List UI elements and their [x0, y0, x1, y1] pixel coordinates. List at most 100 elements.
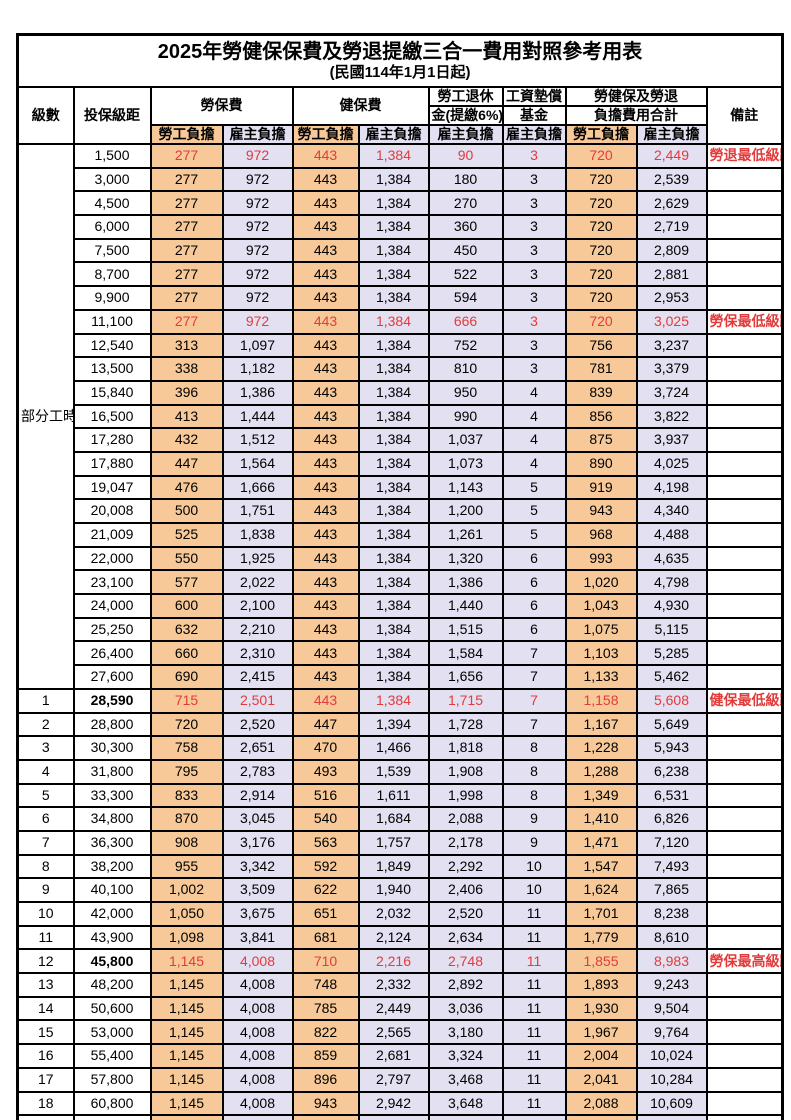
cell-value: 1,288 — [564, 758, 638, 785]
cell-value: 968 — [564, 522, 638, 548]
cell-value: 7,865 — [635, 877, 708, 903]
cell-value: 2,539 — [635, 166, 708, 193]
cell-value: 3,822 — [635, 403, 708, 430]
cell-value: 592 — [291, 853, 360, 880]
cell-value: 781 — [564, 356, 638, 382]
cell-value: 3,828 — [427, 1114, 504, 1120]
cell-value: 1,701 — [564, 901, 638, 927]
cell-note — [705, 711, 784, 738]
cell-value: 3,379 — [635, 356, 708, 382]
table-row: 17,880 447 1,564 443 1,384 1,073 4 890 4,025 — [18, 450, 784, 477]
cell-value: 1,143 — [427, 474, 504, 501]
cell-value: 8 — [501, 735, 567, 761]
cell-value: 5,462 — [635, 664, 708, 690]
cell-note — [705, 1066, 784, 1093]
cell-value: 2,088 — [564, 1090, 638, 1117]
table-row: 9 40,100 1,002 3,509 622 1,940 2,406 10 1,624 7,8… — [16, 877, 784, 903]
cell-value: 3,509 — [221, 877, 294, 903]
cell-note — [705, 853, 784, 880]
cell-note — [705, 593, 784, 619]
col-header-pension-line1: 勞工退休 — [427, 86, 504, 107]
cell-value: 1,073 — [427, 450, 504, 477]
table-row: 8,700 277 972 443 1,384 522 3 720 2,881 — [18, 261, 784, 288]
cell-value: 443 — [291, 356, 360, 382]
cell-value: 758 — [149, 735, 224, 761]
cell-value: 1,930 — [564, 995, 638, 1022]
cell-insured-bracket: 4,500 — [72, 190, 152, 217]
cell-value: 1,145 — [149, 972, 224, 998]
cell-value: 1,384 — [357, 687, 430, 714]
cell-insured-bracket: 28,590 — [72, 687, 152, 714]
cell-value: 1,384 — [357, 261, 430, 288]
cell-value: 856 — [564, 403, 638, 430]
cell-value: 1,838 — [221, 522, 294, 548]
cell-value: 413 — [149, 403, 224, 430]
cell-value: 720 — [564, 237, 638, 264]
cell-value: 5,608 — [635, 687, 708, 714]
cell-insured-bracket: 38,200 — [72, 853, 152, 880]
subheader-health-employee: 勞工負擔 — [291, 124, 360, 145]
cell-value: 3,237 — [635, 332, 708, 359]
cell-value: 1,728 — [427, 711, 504, 738]
cell-value: 632 — [149, 616, 224, 643]
cell-value: 4,008 — [221, 1019, 294, 1046]
header-row-3: 勞工負擔 雇主負擔 勞工負擔 雇主負擔 雇主負擔 雇主負擔 勞工負擔 雇主負擔 — [18, 124, 783, 145]
cell-value: 443 — [291, 214, 360, 240]
cell-value: 1,145 — [149, 1090, 224, 1117]
cell-value: 443 — [291, 450, 360, 477]
cell-value: 720 — [564, 308, 638, 335]
cell-value: 277 — [149, 143, 224, 169]
cell-value: 1,512 — [221, 427, 294, 453]
cell-value: 1,020 — [564, 569, 638, 596]
table-row: 18 60,800 1,145 4,008 943 2,942 3,648 11 2,088 10… — [16, 1090, 784, 1117]
cell-value: 1,855 — [564, 948, 638, 975]
cell-value: 277 — [149, 166, 224, 193]
cell-value: 1,410 — [564, 806, 638, 832]
cell-value: 1,384 — [357, 379, 430, 406]
cell-value: 1,384 — [357, 308, 430, 335]
cell-insured-bracket: 11,100 — [72, 308, 152, 335]
cell-note — [705, 166, 784, 193]
cell-value: 3,045 — [221, 806, 294, 832]
cell-value: 3,176 — [221, 829, 294, 856]
cell-level: 12 — [16, 948, 75, 975]
cell-value: 1,002 — [149, 877, 224, 903]
cell-value: 2,135 — [564, 1114, 638, 1120]
cell-value: 443 — [291, 403, 360, 430]
cell-value: 1,145 — [149, 1019, 224, 1046]
cell-value: 3,724 — [635, 379, 708, 406]
cell-value: 4,930 — [635, 593, 708, 619]
cell-value: 493 — [291, 758, 360, 785]
cell-note — [705, 758, 784, 785]
cell-value: 4,008 — [221, 1066, 294, 1093]
cell-note — [705, 285, 784, 311]
cell-note — [705, 190, 784, 217]
cell-level: 10 — [16, 901, 75, 927]
cell-value: 870 — [149, 806, 224, 832]
cell-value: 3 — [501, 332, 567, 359]
cell-value: 720 — [564, 190, 638, 217]
cell-value: 3 — [501, 356, 567, 382]
cell-value: 972 — [221, 237, 294, 264]
cell-value: 4 — [501, 403, 567, 430]
cell-value: 2,881 — [635, 261, 708, 288]
cell-value: 270 — [427, 190, 504, 217]
cell-insured-bracket: 13,500 — [72, 356, 152, 382]
cell-value: 1,715 — [427, 687, 504, 714]
cell-value: 2,797 — [357, 1066, 430, 1093]
cell-level: 8 — [16, 853, 75, 880]
cell-value: 839 — [564, 379, 638, 406]
cell-value: 338 — [149, 356, 224, 382]
cell-level: 13 — [16, 972, 75, 998]
cell-level: 14 — [16, 995, 75, 1022]
table-row: 5 33,300 833 2,914 516 1,611 1,998 8 1,349 6,531 — [16, 782, 784, 809]
cell-value: 277 — [149, 214, 224, 240]
cell-value: 1,440 — [427, 593, 504, 619]
cell-level: 5 — [16, 782, 75, 809]
cell-level: 15 — [16, 1019, 75, 1046]
cell-value: 2,178 — [427, 829, 504, 856]
cell-value: 6,826 — [635, 806, 708, 832]
cell-value: 3 — [501, 308, 567, 335]
cell-value: 4,008 — [221, 995, 294, 1022]
cell-value: 313 — [149, 332, 224, 359]
